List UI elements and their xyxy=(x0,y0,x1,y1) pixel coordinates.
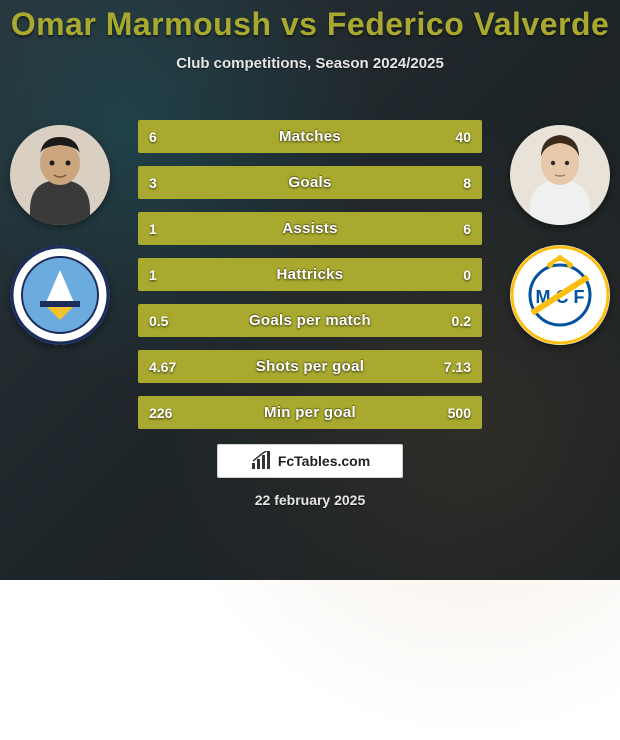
stat-label: Goals per match xyxy=(139,305,481,336)
stat-label: Assists xyxy=(139,213,481,244)
stat-row: 0.50.2Goals per match xyxy=(138,304,482,337)
stat-row: 10Hattricks xyxy=(138,258,482,291)
stat-row: 640Matches xyxy=(138,120,482,153)
stat-row: 226500Min per goal xyxy=(138,396,482,429)
comparison-title: Omar Marmoush vs Federico Valverde xyxy=(0,0,620,43)
comparison-subtitle: Club competitions, Season 2024/2025 xyxy=(0,55,620,72)
stat-row: 16Assists xyxy=(138,212,482,245)
left-club-crest xyxy=(10,245,110,345)
stat-label: Min per goal xyxy=(139,397,481,428)
stat-label: Matches xyxy=(139,121,481,152)
right-player-column: M C F xyxy=(510,125,610,345)
stat-row: 38Goals xyxy=(138,166,482,199)
stats-bars: 640Matches 38Goals 16Assists 10Hattricks 0.5… xyxy=(138,120,482,429)
stat-label: Goals xyxy=(139,167,481,198)
comparison-date: 22 february 2025 xyxy=(0,492,620,508)
brand-logo-text: FcTables.com xyxy=(278,453,370,469)
left-player-column xyxy=(10,125,110,345)
brand-logo: FcTables.com xyxy=(217,444,403,478)
right-club-crest: M C F xyxy=(510,245,610,345)
stat-label: Shots per goal xyxy=(139,351,481,382)
right-player-avatar xyxy=(510,125,610,225)
stat-label: Hattricks xyxy=(139,259,481,290)
left-player-avatar xyxy=(10,125,110,225)
stat-row: 4.677.13Shots per goal xyxy=(138,350,482,383)
